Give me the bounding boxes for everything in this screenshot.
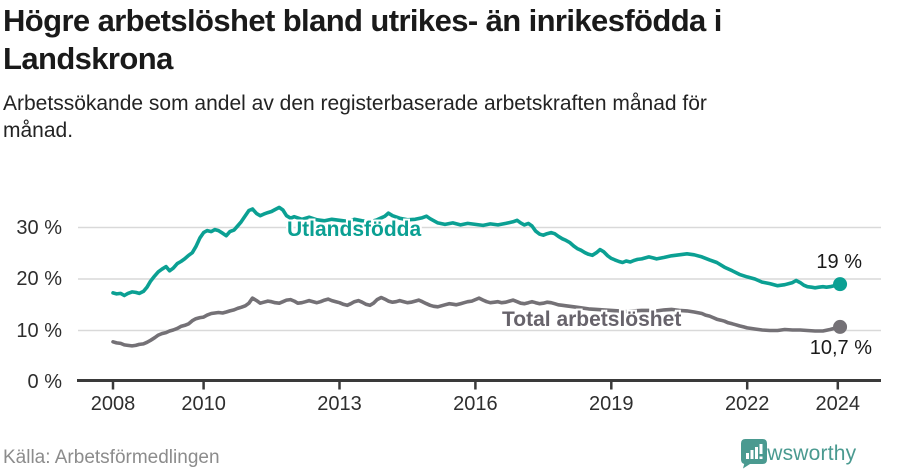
x-tick-label: 2019 bbox=[589, 393, 634, 415]
source-note: Källa: Arbetsförmedlingen bbox=[3, 447, 220, 468]
y-tick-label: 10 % bbox=[16, 319, 62, 342]
newsworthy-wordmark: Newsworthy bbox=[740, 442, 857, 465]
subtitle-line-1: Arbetssökande som andel av den registerb… bbox=[3, 92, 707, 115]
series-label-total-arbetsloshet: Total arbetslöshet bbox=[502, 308, 682, 331]
subtitle-line-2: månad. bbox=[3, 119, 74, 142]
end-value-label-total: 10,7 % bbox=[809, 337, 872, 359]
y-tick-label: 0 % bbox=[27, 371, 62, 393]
chart-subtitle: Arbetssökande som andel av den registerb… bbox=[3, 90, 707, 144]
y-tick-label: 20 % bbox=[16, 268, 62, 290]
x-tick-label: 2013 bbox=[317, 393, 362, 415]
x-tick-label: 2024 bbox=[815, 393, 861, 415]
x-tick-label: 2016 bbox=[453, 393, 498, 415]
x-tick-label: 2010 bbox=[181, 393, 226, 415]
series-label-utlandsfodda: Utlandsfödda bbox=[287, 218, 422, 241]
series-line-1 bbox=[111, 295, 842, 348]
series-line-0 bbox=[111, 205, 842, 298]
title-line-1: Högre arbetslöshet bland utrikes- än inr… bbox=[3, 3, 722, 38]
end-value-label-utlandsfodda: 19 % bbox=[816, 251, 862, 273]
chart-title: Högre arbetslöshet bland utrikes- än inr… bbox=[3, 2, 722, 78]
newsworthy-icon bbox=[741, 439, 767, 469]
series-end-dot-0 bbox=[833, 277, 848, 292]
x-tick-label: 2008 bbox=[90, 393, 136, 415]
x-tick-label: 2022 bbox=[724, 393, 770, 415]
title-line-2: Landskrona bbox=[3, 41, 173, 76]
y-tick-label: 30 % bbox=[16, 216, 62, 239]
series-end-dot-1 bbox=[833, 319, 848, 334]
newsworthy-logo[interactable]: Newsworthy bbox=[740, 438, 856, 470]
